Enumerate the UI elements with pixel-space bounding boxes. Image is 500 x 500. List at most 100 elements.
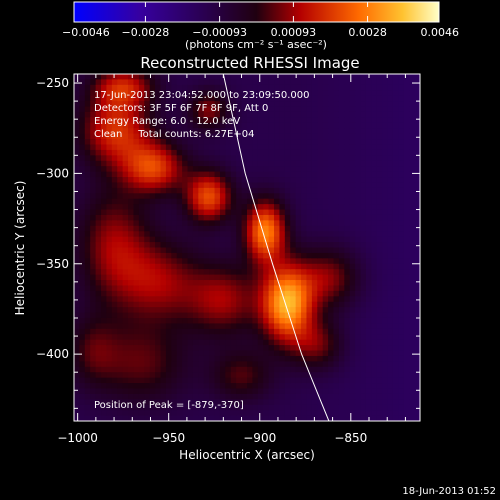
heatmap-cell — [365, 307, 372, 314]
heatmap-cell — [90, 242, 97, 249]
heatmap-cell — [101, 79, 108, 86]
heatmap-cell — [176, 106, 183, 113]
heatmap-cell — [176, 280, 183, 287]
heatmap-cell — [155, 410, 162, 417]
heatmap-cell — [263, 95, 270, 102]
heatmap-cell — [101, 225, 108, 232]
heatmap-cell — [74, 339, 81, 346]
heatmap-cell — [355, 214, 362, 221]
heatmap-cell — [371, 345, 378, 352]
heatmap-cell — [349, 328, 356, 335]
heatmap-cell — [187, 415, 194, 421]
heatmap-cell — [101, 160, 108, 167]
heatmap-cell — [414, 111, 420, 118]
heatmap-cell — [333, 263, 340, 270]
heatmap-cell — [182, 166, 189, 173]
heatmap-cell — [301, 258, 308, 265]
heatmap-cell — [252, 193, 259, 200]
heatmap-cell — [365, 290, 372, 297]
heatmap-cell — [106, 383, 113, 390]
heatmap-cell — [79, 193, 86, 200]
heatmap-cell — [128, 247, 135, 254]
heatmap-cell — [257, 410, 264, 417]
heatmap-cell — [138, 144, 145, 151]
heatmap-cell — [160, 307, 167, 314]
heatmap-cell — [90, 247, 97, 254]
heatmap-cell — [392, 209, 399, 216]
heatmap-cell — [198, 415, 205, 421]
heatmap-cell — [257, 139, 264, 146]
heatmap-cell — [203, 312, 210, 319]
heatmap-cell — [387, 301, 394, 308]
heatmap-cell — [122, 139, 129, 146]
heatmap-cell — [214, 182, 221, 189]
heatmap-cell — [333, 225, 340, 232]
heatmap-cell — [306, 345, 313, 352]
heatmap-cell — [382, 198, 389, 205]
heatmap-cell — [101, 415, 108, 421]
heatmap-cell — [409, 166, 416, 173]
heatmap-cell — [176, 323, 183, 330]
heatmap-cell — [155, 90, 162, 97]
heatmap-cell — [414, 149, 420, 156]
heatmap-cell — [214, 350, 221, 357]
heatmap-cell — [355, 258, 362, 265]
heatmap-cell — [138, 198, 145, 205]
heatmap-cell — [122, 296, 129, 303]
heatmap-cell — [133, 290, 140, 297]
heatmap-cell — [209, 323, 216, 330]
heatmap-cell — [171, 171, 178, 178]
heatmap-cell — [192, 388, 199, 395]
heatmap-cell — [284, 372, 291, 379]
heatmap-cell — [403, 307, 410, 314]
heatmap-cell — [263, 214, 270, 221]
heatmap-cell — [247, 269, 254, 276]
heatmap-cell — [414, 171, 420, 178]
heatmap-cell — [225, 301, 232, 308]
heatmap-cell — [122, 187, 129, 194]
heatmap-cell — [122, 166, 129, 173]
heatmap-cell — [149, 231, 156, 238]
heatmap-cell — [382, 187, 389, 194]
heatmap-cell — [382, 415, 389, 421]
heatmap-cell — [317, 366, 324, 373]
heatmap-cell — [392, 79, 399, 86]
heatmap-cell — [349, 383, 356, 390]
heatmap-cell — [409, 149, 416, 156]
heatmap-cell — [344, 209, 351, 216]
heatmap-cell — [247, 74, 254, 81]
heatmap-cell — [409, 236, 416, 243]
heatmap-cell — [138, 101, 145, 108]
heatmap-cell — [355, 149, 362, 156]
heatmap-cell — [117, 74, 124, 81]
heatmap-cell — [333, 350, 340, 357]
heatmap-cell — [344, 171, 351, 178]
heatmap-cell — [144, 312, 151, 319]
heatmap-cell — [133, 79, 140, 86]
heatmap-cell — [274, 317, 281, 324]
heatmap-cell — [338, 247, 345, 254]
heatmap-cell — [333, 317, 340, 324]
heatmap-cell — [122, 247, 129, 254]
heatmap-cell — [165, 111, 172, 118]
heatmap-cell — [230, 307, 237, 314]
heatmap-cell — [322, 242, 329, 249]
heatmap-cell — [392, 263, 399, 270]
heatmap-cell — [176, 74, 183, 81]
heatmap-cell — [84, 177, 91, 184]
heatmap-cell — [84, 204, 91, 211]
heatmap-cell — [192, 415, 199, 421]
heatmap-cell — [279, 160, 286, 167]
heatmap-cell — [301, 155, 308, 162]
heatmap-cell — [79, 269, 86, 276]
heatmap-cell — [328, 149, 335, 156]
heatmap-cell — [392, 84, 399, 91]
heatmap-cell — [122, 328, 129, 335]
heatmap-cell — [279, 274, 286, 281]
heatmap-cell — [101, 90, 108, 97]
heatmap-cell — [392, 317, 399, 324]
heatmap-cell — [409, 334, 416, 341]
heatmap-cell — [187, 79, 194, 86]
heatmap-cell — [360, 307, 367, 314]
heatmap-cell — [187, 334, 194, 341]
